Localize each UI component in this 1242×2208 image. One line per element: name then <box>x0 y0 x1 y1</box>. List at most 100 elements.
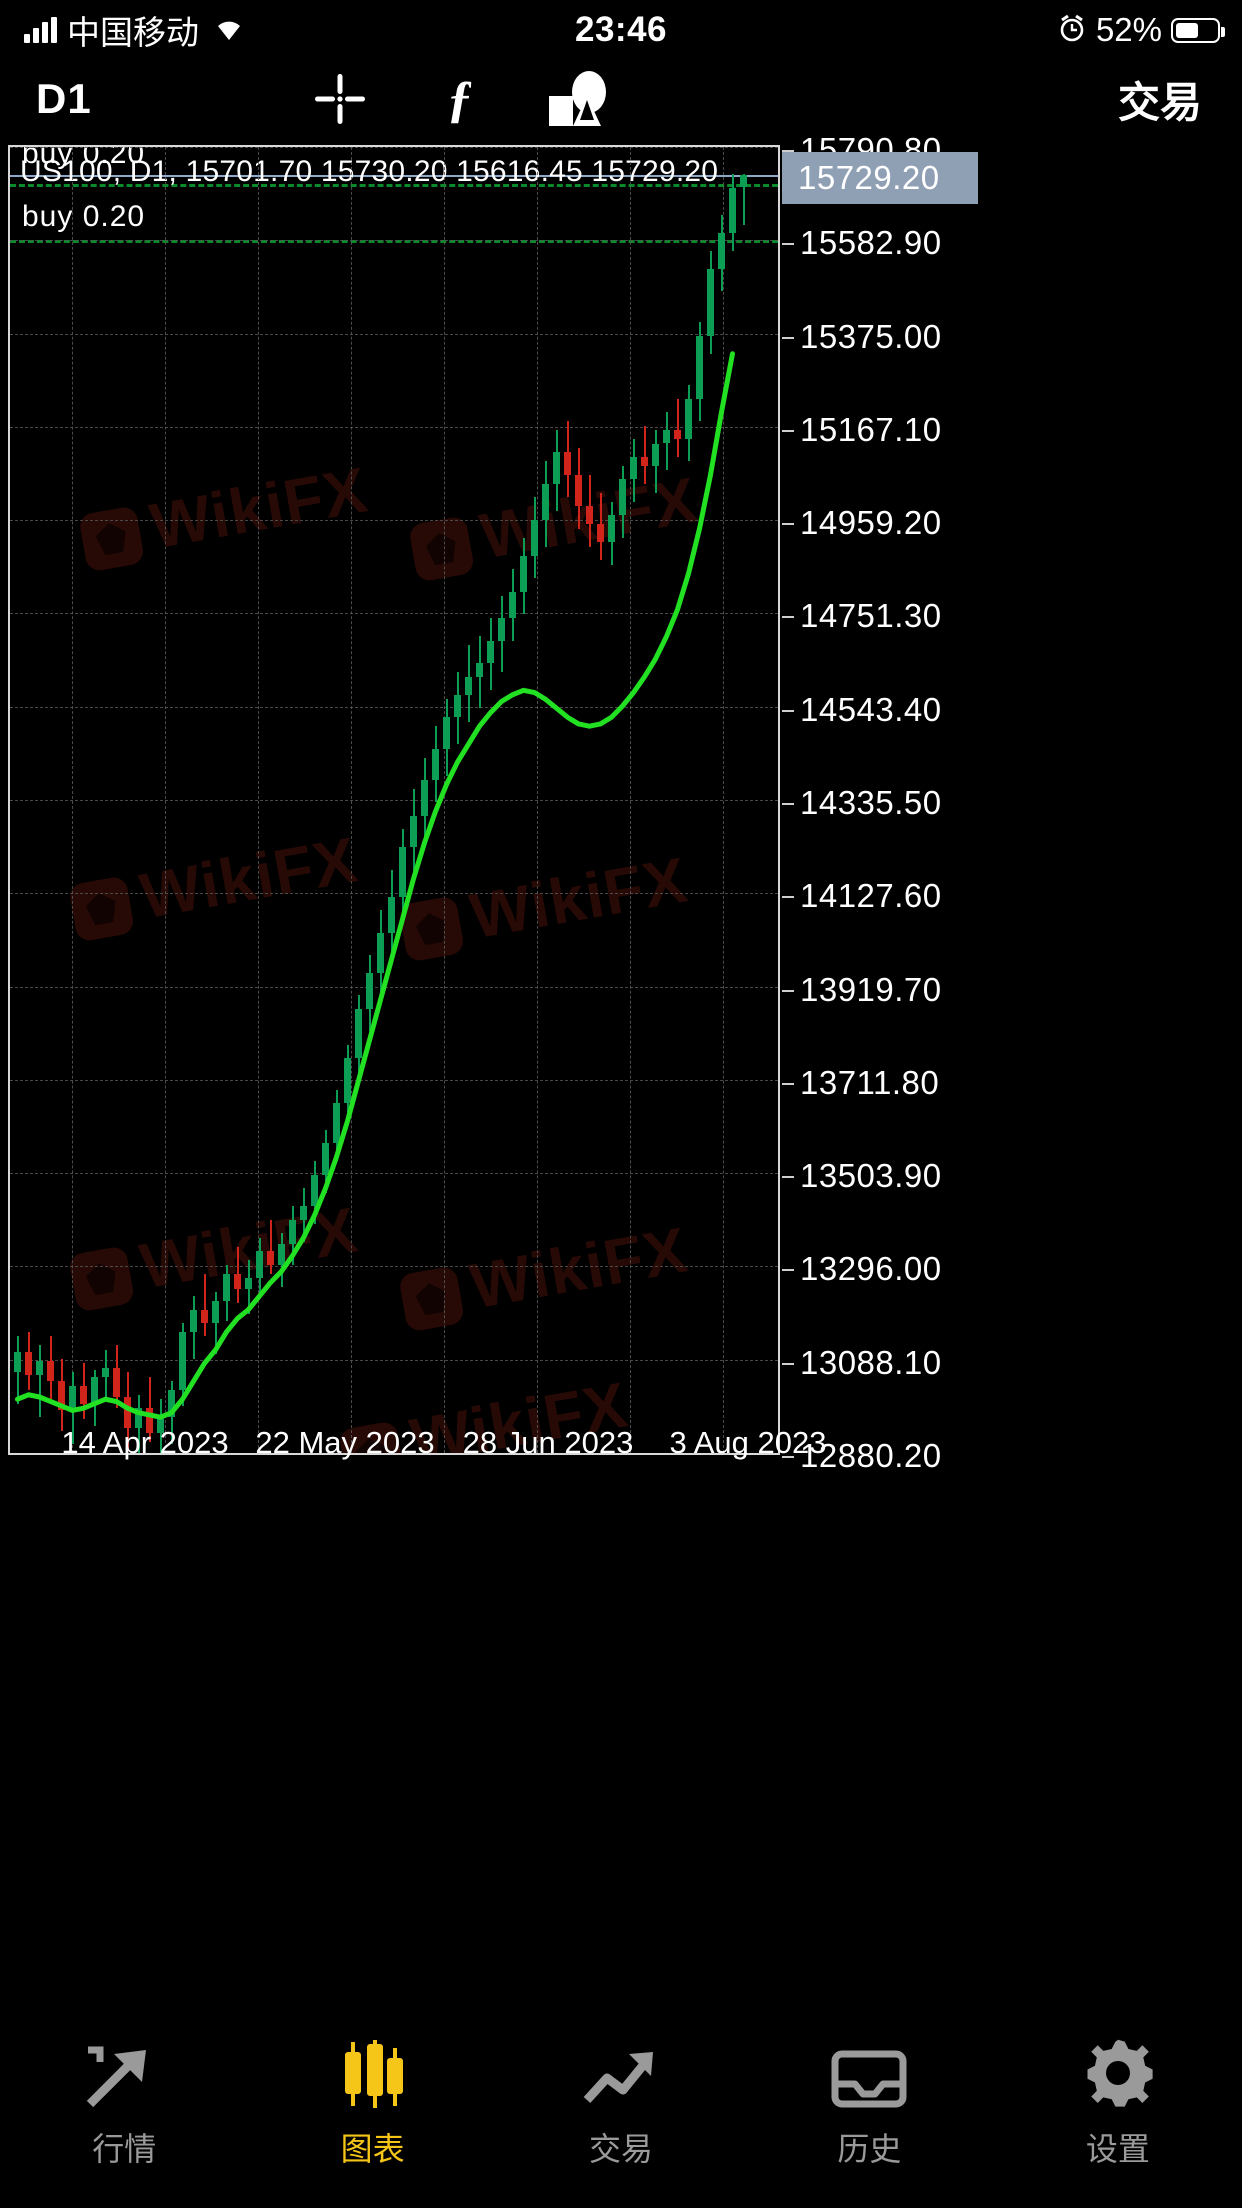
chart-canvas[interactable]: WikiFX WikiFX WikiFX WikiFX WikiFX WikiF… <box>8 145 780 1455</box>
chart-toolbar: D1 ƒ 交易 <box>0 60 1242 138</box>
status-bar-left: 中国移动 <box>24 0 249 60</box>
date-tick-label: 28 Jun 2023 <box>462 1425 634 1460</box>
date-tick-label: 22 May 2023 <box>255 1425 435 1460</box>
candlestick <box>91 147 98 1453</box>
candlestick <box>256 147 263 1453</box>
candlestick <box>102 147 109 1453</box>
grid-line-vertical <box>351 147 352 1453</box>
candlestick <box>498 147 505 1453</box>
price-tick-label: 15375.00 <box>782 318 942 356</box>
candlestick <box>113 147 120 1453</box>
candlestick <box>531 147 538 1453</box>
position-dash-line-2 <box>10 240 778 244</box>
current-price-badge[interactable]: 15729.20 <box>782 151 978 204</box>
candlestick <box>553 147 560 1453</box>
candlestick <box>135 147 142 1453</box>
candlestick <box>729 147 736 1453</box>
candlestick <box>311 147 318 1453</box>
candlestick <box>509 147 516 1453</box>
position-line-1 <box>10 174 778 177</box>
candlestick <box>289 147 296 1453</box>
chart-header: US100, D1, 15701.70 15730.20 15616.45 15… <box>20 155 719 188</box>
candlestick <box>36 147 43 1453</box>
candlestick <box>465 147 472 1453</box>
price-tick-label: 14127.60 <box>782 877 942 915</box>
candlestick <box>564 147 571 1453</box>
candlestick <box>454 147 461 1453</box>
battery-icon <box>1171 17 1225 43</box>
objects-icon[interactable] <box>540 60 620 138</box>
status-bar-center: 23:46 <box>0 0 1242 60</box>
candlestick <box>410 147 417 1453</box>
price-tick-label: 14543.40 <box>782 691 942 729</box>
candlestick <box>124 147 131 1453</box>
price-tick-label: 14959.20 <box>782 504 942 542</box>
status-bar-right: 52% <box>1057 0 1225 60</box>
candlestick <box>355 147 362 1453</box>
bottom-tab-bar: 行情 图表 交易 <box>0 1996 1242 2208</box>
position-label-2[interactable]: buy 0.20 <box>22 200 146 234</box>
chart-area[interactable]: WikiFX WikiFX WikiFX WikiFX WikiFX WikiF… <box>0 140 1242 1470</box>
candlestick <box>399 147 406 1453</box>
tab-charts[interactable]: 图表 <box>248 1996 496 2208</box>
position-label-1[interactable]: buy 0.20 <box>22 145 146 170</box>
candlestick <box>630 147 637 1453</box>
price-tick-label: 13503.90 <box>782 1157 942 1195</box>
tab-quotes[interactable]: 行情 <box>0 1996 248 2208</box>
tab-label: 图表 <box>340 2131 405 2167</box>
clock-time: 23:46 <box>574 10 668 49</box>
candlestick <box>47 147 54 1453</box>
candlestick <box>652 147 659 1453</box>
candlestick <box>575 147 582 1453</box>
candlestick <box>179 147 186 1453</box>
status-bar: 中国移动 23:46 52% <box>0 0 1242 60</box>
tab-trade[interactable]: 交易 <box>497 1996 745 2208</box>
tab-settings[interactable]: 设置 <box>994 1996 1242 2208</box>
candlestick <box>344 147 351 1453</box>
candlestick <box>190 147 197 1453</box>
grid-line-horizontal <box>10 147 778 148</box>
tab-label: 设置 <box>1085 2131 1150 2167</box>
candlestick <box>245 147 252 1453</box>
price-tick-label: 13919.70 <box>782 971 942 1009</box>
trade-button[interactable]: 交易 <box>1117 78 1202 126</box>
trade-arrow-icon <box>577 2034 665 2110</box>
candlestick <box>366 147 373 1453</box>
candlestick <box>146 147 153 1453</box>
tab-label: 交易 <box>589 2131 654 2167</box>
price-tick-label: 12880.20 <box>782 1437 942 1475</box>
date-tick-label: 14 Apr 2023 <box>61 1425 229 1460</box>
price-tick-label: 13711.80 <box>782 1064 939 1102</box>
candlestick <box>201 147 208 1453</box>
candlestick <box>168 147 175 1453</box>
candlestick <box>432 147 439 1453</box>
candlestick <box>707 147 714 1453</box>
candlestick <box>597 147 604 1453</box>
candlestick-chart-icon <box>329 2034 417 2110</box>
candlestick <box>674 147 681 1453</box>
candlestick <box>619 147 626 1453</box>
candlestick <box>443 147 450 1453</box>
tab-history[interactable]: 历史 <box>745 1996 993 2208</box>
crosshair-icon[interactable] <box>300 60 380 138</box>
candlestick <box>80 147 87 1453</box>
candlestick <box>663 147 670 1453</box>
candlestick <box>58 147 65 1453</box>
candlestick <box>69 147 76 1453</box>
price-axis[interactable]: 15790.80 15582.90 15375.00 15167.10 14959.20… <box>782 131 1242 1474</box>
candlestick <box>267 147 274 1453</box>
candlestick <box>520 147 527 1453</box>
candlestick <box>322 147 329 1453</box>
price-tick-label: 14751.30 <box>782 597 942 635</box>
timeframe-button[interactable]: D1 <box>36 75 92 122</box>
function-f-icon[interactable]: ƒ <box>447 70 473 128</box>
candlestick <box>234 147 241 1453</box>
wifi-icon <box>209 13 249 48</box>
candlestick <box>25 147 32 1453</box>
signal-bars-icon <box>24 17 57 43</box>
candlestick <box>740 147 747 1453</box>
price-tick-label: 15582.90 <box>782 224 942 262</box>
grid-line-horizontal <box>10 240 778 242</box>
price-tick-label: 13088.10 <box>782 1344 942 1382</box>
battery-percent: 52% <box>1095 11 1162 48</box>
